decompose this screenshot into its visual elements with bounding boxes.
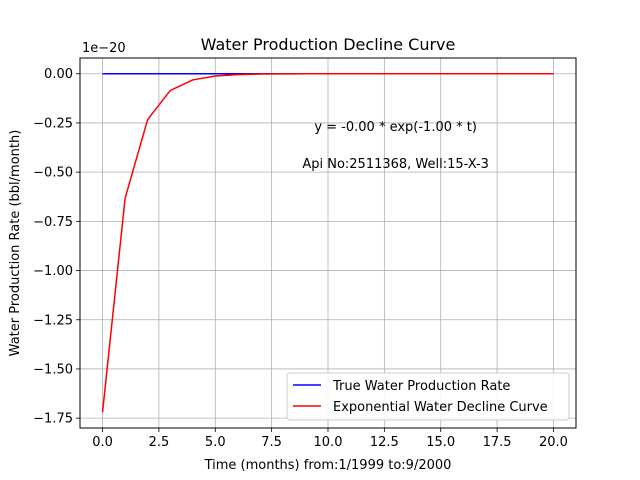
y-axis-offset-label: 1e−20 bbox=[82, 41, 126, 56]
equation-annotation: y = -0.00 * exp(-1.00 * t) bbox=[314, 120, 477, 135]
series-lines bbox=[101, 72, 554, 413]
y-axis-label: Water Production Rate (bbl/month) bbox=[8, 130, 23, 357]
y-tick-label: −1.25 bbox=[33, 313, 73, 328]
y-tick-label: −0.50 bbox=[33, 166, 73, 181]
x-tick-label: 5.0 bbox=[205, 435, 226, 450]
y-tick-label: −0.75 bbox=[33, 215, 73, 230]
y-tick-label: −1.00 bbox=[33, 264, 73, 279]
x-tick-label: 20.0 bbox=[539, 435, 568, 450]
x-tick-label: 7.5 bbox=[261, 435, 282, 450]
exponential-curve-line bbox=[101, 72, 554, 413]
y-tick-label: −1.75 bbox=[33, 412, 73, 427]
x-axis-label: Time (months) from:1/1999 to:9/2000 bbox=[204, 458, 452, 473]
y-tick-label: −0.25 bbox=[33, 116, 73, 131]
x-tick-label: 17.5 bbox=[483, 435, 512, 450]
legend-label-exponential-curve: Exponential Water Decline Curve bbox=[333, 400, 548, 415]
x-tick-label: 10.0 bbox=[314, 435, 343, 450]
annotations: y = -0.00 * exp(-1.00 * t) Api No:2511368… bbox=[302, 120, 489, 172]
chart-title: Water Production Decline Curve bbox=[201, 35, 456, 54]
x-tick-label: 12.5 bbox=[370, 435, 399, 450]
x-tick-label: 0.0 bbox=[92, 435, 113, 450]
legend-label-true-rate: True Water Production Rate bbox=[332, 379, 510, 394]
legend-box bbox=[286, 372, 570, 421]
y-tick-label: 0.00 bbox=[44, 67, 73, 82]
well-annotation: Api No:2511368, Well:15-X-3 bbox=[302, 157, 489, 172]
legend: True Water Production Rate Exponential W… bbox=[286, 372, 570, 421]
x-tick-label: 15.0 bbox=[426, 435, 455, 450]
x-tick-label: 2.5 bbox=[149, 435, 170, 450]
axis-ticks: 0.0 2.5 5.0 7.5 10.0 12.5 15.0 17.5 20.0 0.00 −0.2… bbox=[33, 67, 568, 450]
y-tick-label: −1.50 bbox=[33, 362, 73, 377]
